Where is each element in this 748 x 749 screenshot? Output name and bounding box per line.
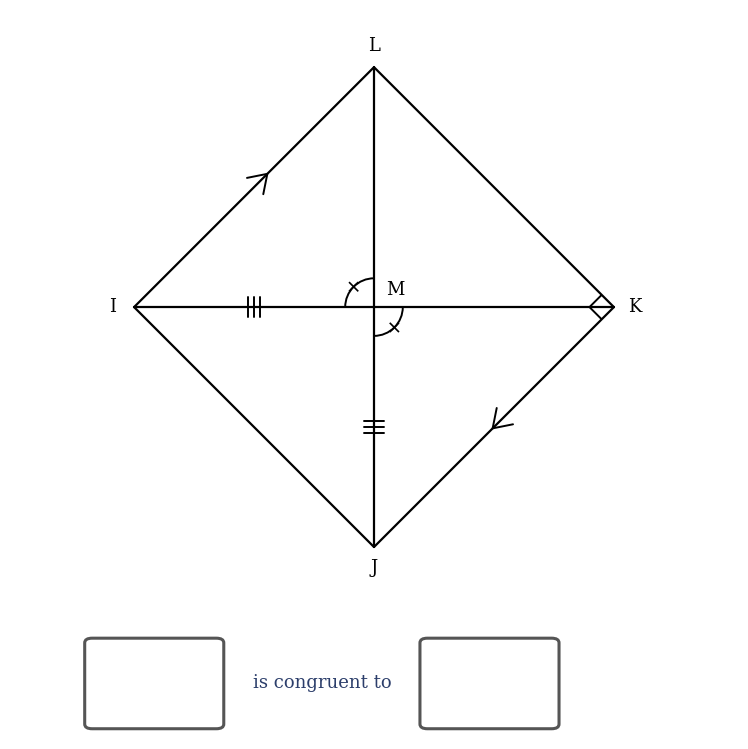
Text: M: M	[386, 281, 405, 299]
Text: is congruent to: is congruent to	[253, 674, 391, 693]
FancyBboxPatch shape	[85, 638, 224, 729]
Text: I: I	[109, 298, 117, 316]
Text: J: J	[370, 559, 378, 577]
Text: L: L	[368, 37, 380, 55]
Text: K: K	[628, 298, 642, 316]
FancyBboxPatch shape	[420, 638, 559, 729]
